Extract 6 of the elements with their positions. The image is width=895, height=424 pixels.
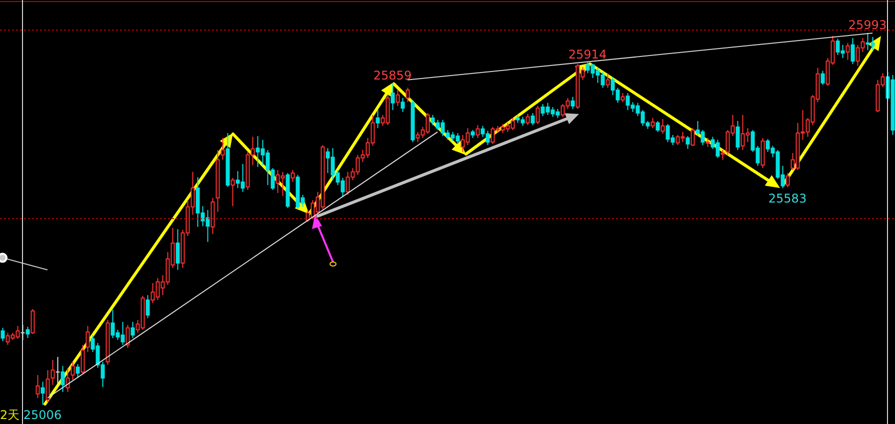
annotation: 2天 (0, 408, 20, 422)
annotation: 25859 (373, 68, 412, 82)
annotation: 25583 (768, 191, 807, 206)
annotation: 25914 (568, 48, 607, 62)
annotation: 25993 (848, 18, 887, 32)
annotation: 25006 (23, 408, 62, 422)
